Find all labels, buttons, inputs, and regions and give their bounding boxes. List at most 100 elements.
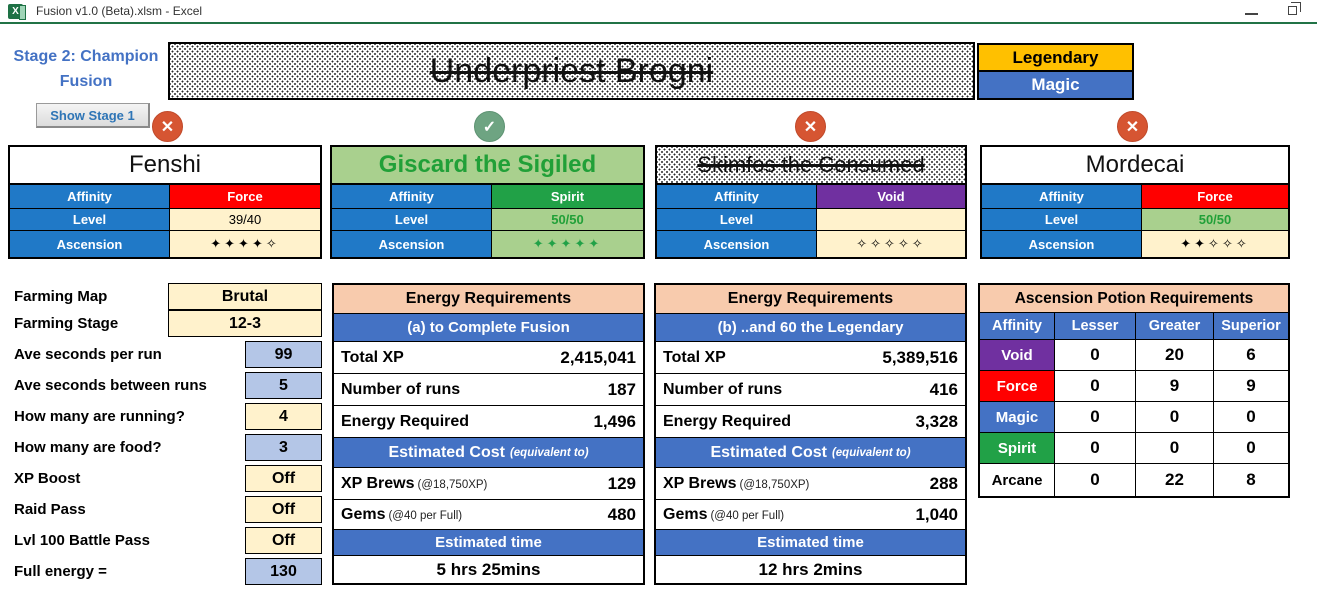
how-many-food-value[interactable]: 3 <box>245 434 322 461</box>
title-bar: X Fusion v1.0 (Beta).xlsm - Excel <box>0 0 1317 22</box>
superior-count: 8 <box>1246 470 1256 489</box>
champion-card-skimfos: Skimfos the Consumed Affinity Void Level… <box>655 145 967 259</box>
seconds-between-runs-value[interactable]: 5 <box>245 372 322 399</box>
ascension-stars[interactable]: ✦✦✧✧✧ <box>1142 231 1288 257</box>
full-energy-label: Full energy = <box>14 563 107 580</box>
affinity-value[interactable]: Force <box>1142 185 1288 208</box>
farming-stage-value[interactable]: 12-3 <box>168 310 322 337</box>
level-value[interactable]: 39/40 <box>170 209 320 230</box>
ascension-label: Ascension <box>332 231 492 257</box>
stage-title: Stage 2: Champion Fusion <box>6 44 166 94</box>
x-glyph: ✕ <box>160 118 175 136</box>
stage-title-line2: Fusion <box>59 73 113 90</box>
level-value[interactable] <box>817 209 965 230</box>
col-header-lesser: Lesser <box>1055 313 1136 339</box>
lesser-count: 0 <box>1055 433 1136 463</box>
check-status-icon: ✓ <box>474 111 505 142</box>
level-label: Level <box>10 209 170 230</box>
xp-boost-label: XP Boost <box>14 470 81 487</box>
restore-icon[interactable] <box>1288 2 1301 15</box>
stage-title-line1: Stage 2: Champion <box>13 48 159 65</box>
energy-panel-title: Energy Requirements <box>656 285 965 314</box>
x-status-icon: ✕ <box>152 111 183 142</box>
energy-required-label: Energy Required <box>341 412 470 430</box>
fusion-target-rarity-box: Legendary Magic <box>977 43 1134 100</box>
xp-boost-toggle[interactable]: Off <box>245 465 322 492</box>
affinity-label: Affinity <box>982 185 1142 208</box>
battle-pass-toggle[interactable]: Off <box>245 527 322 554</box>
runs-value: 416 <box>929 379 958 399</box>
xp-brews-note: (@18,750XP) <box>417 478 488 491</box>
champion-name-cell[interactable]: Skimfos the Consumed <box>657 147 965 185</box>
champion-name: Mordecai <box>1085 151 1185 178</box>
champion-name: Giscard the Sigiled <box>378 151 597 178</box>
x-glyph: ✕ <box>1125 118 1140 136</box>
estimated-cost-note: (equivalent to) <box>509 446 589 459</box>
affinity-label: Affinity <box>657 185 817 208</box>
x-status-icon: ✕ <box>795 111 826 142</box>
total-xp-label: Total XP <box>341 348 404 366</box>
ascension-stars[interactable]: ✦✦✦✦✦ <box>532 236 603 251</box>
energy-panel-subtitle: (b) ..and 60 the Legendary <box>656 314 965 342</box>
gems-note: (@40 per Full) <box>710 509 785 522</box>
affinity-value[interactable]: Force <box>170 185 320 208</box>
champion-name-cell[interactable]: Mordecai <box>982 147 1288 185</box>
raid-pass-label: Raid Pass <box>14 501 86 518</box>
show-stage-1-button[interactable]: Show Stage 1 <box>36 103 150 128</box>
superior-count: 9 <box>1246 376 1256 395</box>
affinity-value[interactable]: Spirit <box>492 185 643 208</box>
superior-count: 0 <box>1246 438 1256 457</box>
full-energy-value[interactable]: 130 <box>245 558 322 585</box>
ascension-label: Ascension <box>10 231 170 257</box>
champion-name-cell[interactable]: Giscard the Sigiled <box>332 147 643 185</box>
window-title: Fusion v1.0 (Beta).xlsm - Excel <box>36 4 203 18</box>
minimize-icon[interactable] <box>1245 13 1258 15</box>
col-header-affinity: Affinity <box>980 313 1055 339</box>
greater-count: 0 <box>1136 433 1214 463</box>
lesser-count: 0 <box>1055 464 1136 496</box>
ascension-stars[interactable]: ✦✦✦✦✧ <box>170 231 320 257</box>
superior-count: 0 <box>1246 407 1256 426</box>
raid-pass-toggle[interactable]: Off <box>245 496 322 523</box>
champion-name-cell[interactable]: Fenshi <box>10 147 320 185</box>
champion-card-fenshi: Fenshi Affinity Force Level 39/40 Ascens… <box>8 145 322 259</box>
gems-label: Gems <box>663 505 708 523</box>
affinity-value[interactable]: Void <box>817 185 965 208</box>
affinity-cell: Void <box>980 340 1055 370</box>
potion-table-title: Ascension Potion Requirements <box>980 285 1288 313</box>
farming-map-value[interactable]: Brutal <box>168 283 322 310</box>
how-many-running-value[interactable]: 4 <box>245 403 322 430</box>
energy-panel-title: Energy Requirements <box>334 285 643 314</box>
potion-requirements-table: Ascension Potion Requirements Affinity L… <box>978 283 1290 498</box>
col-header-greater: Greater <box>1136 313 1214 339</box>
rarity-badge: Legendary <box>979 45 1132 72</box>
potion-row-force: Force 0 9 9 <box>980 371 1288 402</box>
lesser-count: 0 <box>1055 402 1136 432</box>
xp-brews-value: 288 <box>929 473 958 493</box>
champion-name: Skimfos the Consumed <box>697 152 925 177</box>
fusion-target-name-cell[interactable]: Underpriest Brogni <box>168 42 975 100</box>
target-affinity-badge: Magic <box>979 72 1132 98</box>
gems-value: 1,040 <box>915 504 958 524</box>
ascension-stars[interactable]: ✧✧✧✧✧ <box>817 231 965 257</box>
greater-count: 0 <box>1136 402 1214 432</box>
level-value[interactable]: 50/50 <box>1142 209 1288 230</box>
greater-count: 22 <box>1136 464 1214 496</box>
affinity-cell: Magic <box>980 402 1055 432</box>
ascension-label: Ascension <box>982 231 1142 257</box>
estimated-time-title: Estimated time <box>656 530 965 556</box>
farming-map-label: Farming Map <box>14 288 108 305</box>
superior-count: 6 <box>1246 345 1256 364</box>
fusion-target-name: Underpriest Brogni <box>429 51 714 90</box>
potion-row-spirit: Spirit 0 0 0 <box>980 433 1288 464</box>
xp-brews-label: XP Brews <box>663 474 737 492</box>
level-value[interactable]: 50/50 <box>492 209 643 230</box>
battle-pass-label: Lvl 100 Battle Pass <box>14 532 150 549</box>
affinity-cell: Force <box>980 371 1055 401</box>
affinity-label: Affinity <box>332 185 492 208</box>
energy-required-value: 1,496 <box>593 411 636 431</box>
lesser-count: 0 <box>1055 371 1136 401</box>
seconds-per-run-value[interactable]: 99 <box>245 341 322 368</box>
excel-app-icon: X <box>8 4 26 20</box>
